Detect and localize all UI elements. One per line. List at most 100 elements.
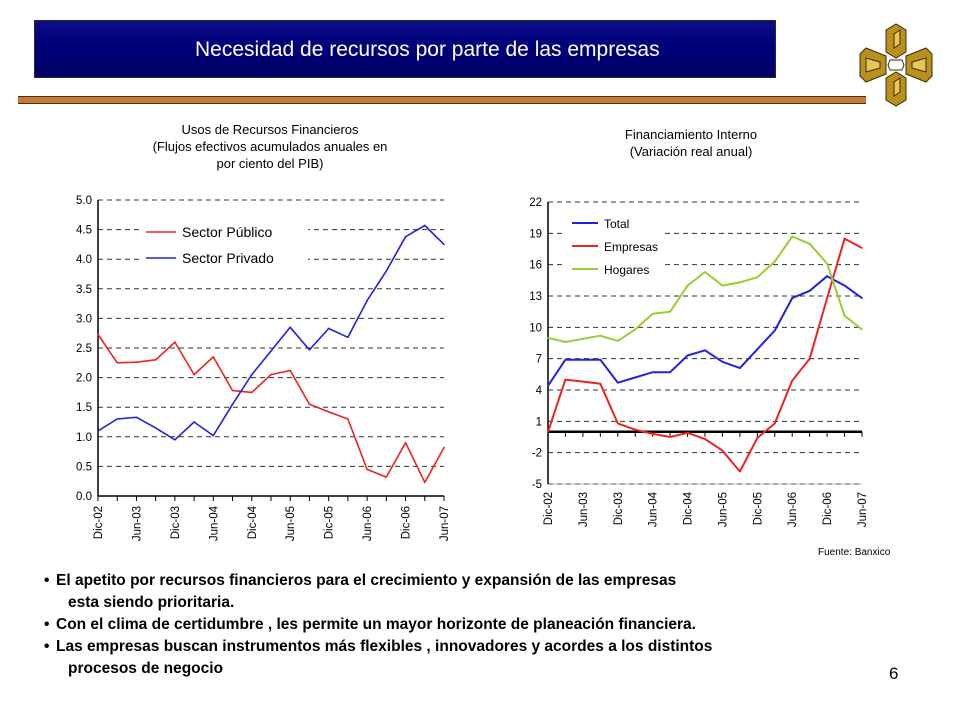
data-point [547, 385, 549, 387]
data-point [686, 284, 689, 287]
data-point [843, 284, 846, 287]
data-point [861, 328, 863, 331]
data-point [347, 418, 349, 420]
bullet-item: • Las empresas buscan instrumentos más fl… [44, 638, 713, 677]
data-point [756, 276, 759, 278]
y-tick-label: 1.0 [76, 432, 92, 444]
data-point [212, 434, 215, 437]
data-point [739, 470, 741, 473]
chart1-title-line: por ciento del PIB) [216, 156, 324, 171]
legend-label: Empresas [604, 240, 658, 254]
data-point [582, 358, 584, 361]
data-point [826, 275, 828, 277]
chart1-title: Usos de Recursos Financieros (Flujos efe… [110, 121, 430, 172]
data-point [547, 336, 549, 339]
data-point [174, 438, 176, 441]
data-point [773, 329, 776, 332]
x-tick-label: Jun-05 [285, 506, 297, 541]
data-point [582, 380, 584, 383]
data-point [808, 289, 811, 292]
data-point [443, 243, 445, 246]
data-point [721, 361, 724, 363]
data-point [843, 315, 846, 317]
data-point [250, 391, 253, 394]
bullet-item: • El apetito por recursos financieros par… [44, 572, 677, 611]
data-point [599, 382, 602, 385]
x-tick-label: Dic-05 [752, 492, 764, 525]
data-point [231, 389, 234, 392]
data-point [861, 297, 863, 299]
source-note: Fuente: Banxico [818, 547, 891, 558]
data-point [773, 260, 776, 263]
data-point [289, 369, 292, 372]
data-point [193, 421, 195, 423]
data-point [634, 328, 637, 331]
legend: Total Empresas Hogares [566, 210, 664, 280]
chart2-title: Financiamiento Interno (Variación real a… [566, 126, 816, 160]
y-tick-label: -2 [532, 448, 542, 460]
y-tick-label: 7 [536, 354, 542, 366]
y-tick-label: 4.5 [76, 225, 92, 237]
x-tick-label: Dic-02 [93, 506, 105, 539]
legend-label: Total [604, 217, 629, 231]
data-point [826, 262, 828, 265]
legend-background [566, 210, 664, 234]
data-point [721, 449, 724, 452]
y-tick-label: 4.0 [76, 254, 92, 266]
page-number: 6 [889, 664, 899, 683]
bullet-text: El apetito por recursos financieros para… [56, 572, 677, 589]
data-point [154, 427, 157, 429]
data-point [154, 359, 157, 361]
bullet-text: Las empresas buscan instrumentos más fle… [56, 638, 713, 655]
data-point [547, 430, 549, 433]
x-tick-label: Jun-04 [208, 505, 220, 541]
data-point [773, 422, 776, 425]
data-point [739, 367, 741, 369]
y-tick-label: 0.5 [76, 461, 92, 473]
data-point [97, 430, 99, 432]
data-point [308, 403, 311, 406]
data-point [366, 299, 368, 302]
y-tick-label: 4 [536, 385, 543, 397]
x-tick-label: Dic-06 [822, 492, 834, 525]
data-point [404, 441, 407, 444]
series-line-1 [547, 275, 863, 387]
data-point [270, 373, 272, 376]
data-point [97, 333, 99, 336]
legend-background [140, 244, 308, 270]
data-point [808, 242, 811, 245]
data-point [756, 348, 759, 351]
x-tick-label: Jun-06 [362, 506, 374, 541]
data-point [327, 411, 330, 413]
y-tick-label: -5 [532, 479, 542, 491]
y-tick-label: 1.5 [76, 402, 92, 414]
data-point [270, 350, 272, 352]
data-point [564, 378, 567, 381]
y-tick-label: 16 [529, 260, 542, 272]
chart2-internal-financing: -5 -2 1 4 7 10 13 16 19 22 Dic-02 Jun-03 Dic-03 Jun-0… [529, 197, 869, 527]
x-tick-label: Jun-03 [131, 506, 143, 541]
bullet-text-continued: procesos de negocio [68, 660, 224, 677]
data-point [704, 271, 706, 273]
x-tick-label: Jun-07 [439, 506, 451, 541]
data-point [669, 371, 671, 374]
logo-icon [859, 23, 933, 107]
data-point [756, 437, 759, 439]
data-point [704, 349, 706, 352]
legend-background [140, 218, 308, 244]
x-tick-label: Dic-05 [324, 506, 336, 539]
data-point [808, 357, 811, 360]
y-tick-label: 2.0 [76, 373, 92, 385]
y-tick-label: 22 [529, 197, 542, 209]
y-tick-label: 13 [529, 291, 542, 303]
legend-background [566, 256, 664, 280]
data-point [651, 312, 654, 315]
chart2-title-line: (Variación real anual) [629, 144, 753, 159]
x-tick-label: Dic-02 [543, 492, 555, 525]
data-point [634, 428, 637, 431]
data-point [686, 432, 689, 434]
x-tick-label: Dic-03 [170, 506, 182, 539]
bullet-text: Con el clima de certidumbre , les permit… [56, 616, 696, 633]
x-tick-label: Jun-06 [787, 492, 799, 527]
data-point [327, 327, 330, 330]
